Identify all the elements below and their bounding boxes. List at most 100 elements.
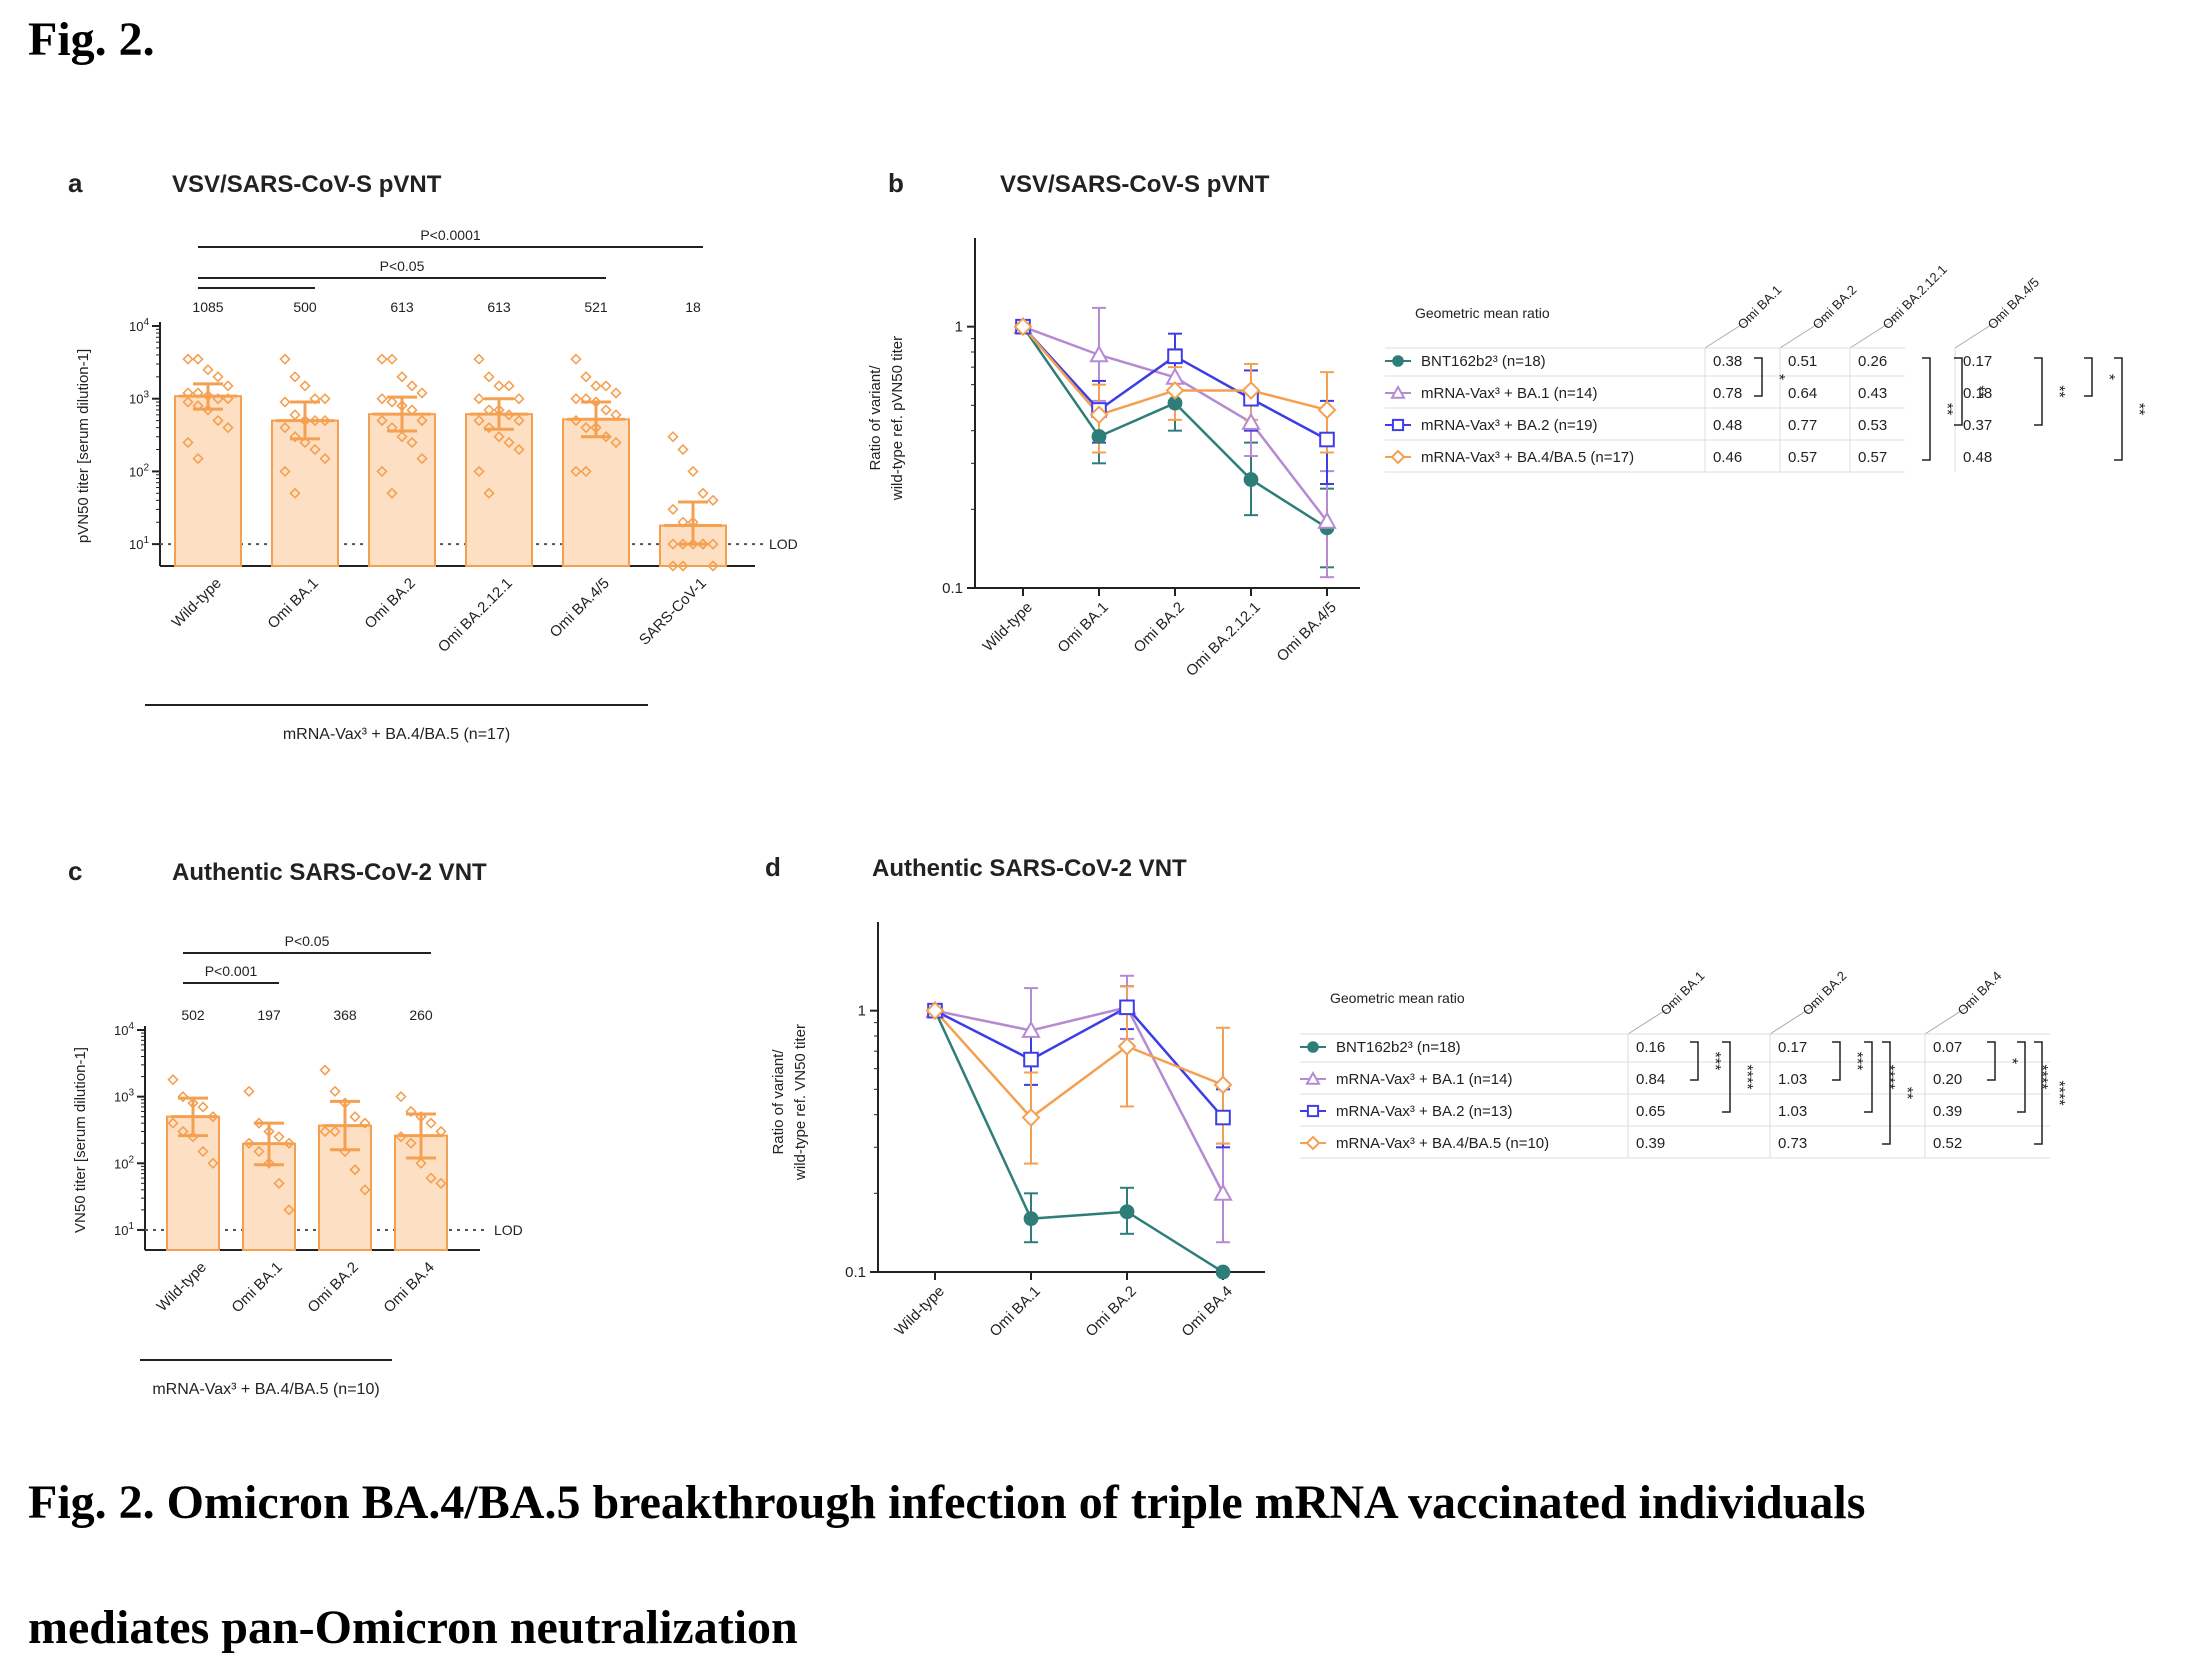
significance-bracket [2034, 357, 2043, 426]
table-cell: 1.03 [1778, 1103, 1807, 1120]
data-point [339, 1145, 351, 1158]
bar [562, 418, 630, 567]
data-point [243, 1085, 255, 1098]
data-point [435, 1125, 447, 1138]
panel-title: VSV/SARS-CoV-S pVNT [1000, 171, 1270, 198]
data-point [212, 371, 224, 383]
data-point [473, 465, 485, 478]
data-point [202, 390, 214, 402]
table-cell: 0.17 [1963, 353, 1992, 370]
x-tick-label: Wild-type [892, 1283, 948, 1339]
series-marker [1167, 348, 1183, 365]
table-column-header: Omi BA.1 [1735, 282, 1785, 332]
data-point [600, 431, 612, 443]
series-line [933, 1010, 1224, 1274]
series-marker [1023, 1211, 1039, 1227]
data-point [177, 1091, 189, 1103]
panel-title: Authentic SARS-CoV-2 VNT [172, 859, 487, 886]
significance-bracket [2017, 1041, 2026, 1113]
x-tick-label: Omi BA.2 [361, 575, 418, 632]
value-label: 502 [181, 1007, 205, 1023]
data-point [192, 353, 204, 365]
data-point [207, 1111, 219, 1123]
data-point [279, 396, 291, 408]
data-point [339, 1097, 351, 1109]
group-label: mRNA-Vax³ + BA.4/BA.5 (n=17) [283, 726, 510, 743]
data-point [329, 1085, 341, 1098]
table-column-header: Omi BA.4 [1955, 968, 2005, 1018]
table-cell: 0.16 [1636, 1039, 1665, 1056]
data-point [425, 1117, 437, 1129]
data-point [376, 353, 388, 365]
data-point [405, 1105, 417, 1118]
significance-bracket [1954, 357, 1963, 426]
data-point [187, 1097, 199, 1109]
data-point [177, 1125, 189, 1138]
data-point [580, 393, 592, 405]
series-marker [1241, 412, 1261, 430]
table-column-header: Omi BA.2 [1810, 282, 1860, 332]
data-point [667, 560, 679, 572]
table-column-header: Omi BA.2.12.1 [1880, 262, 1950, 332]
data-point [319, 1064, 331, 1076]
table-cell: 0.57 [1858, 449, 1887, 466]
table-column-header: Omi BA.1 [1658, 968, 1708, 1018]
y-axis-label: Ratio of variant/ [867, 365, 884, 471]
data-point [299, 436, 311, 449]
table-cell: 0.52 [1933, 1135, 1962, 1152]
table-cell: 0.46 [1713, 449, 1742, 466]
data-point [319, 1125, 331, 1138]
table-cell: 0.78 [1713, 385, 1742, 402]
data-point [415, 1157, 427, 1169]
series-marker [1119, 1204, 1135, 1220]
data-point [590, 380, 602, 392]
data-point [396, 431, 408, 443]
series-marker [1089, 344, 1109, 363]
significance-stars: ** [1938, 403, 1955, 415]
series-marker [1390, 449, 1406, 465]
series-marker [1305, 1070, 1321, 1085]
series-marker [925, 1001, 945, 1021]
data-point [493, 380, 505, 392]
data-point [192, 400, 204, 412]
x-tick-label: Omi BA.1 [228, 1259, 285, 1316]
data-point [329, 1125, 341, 1138]
data-point [415, 1111, 427, 1123]
data-point [187, 1131, 199, 1143]
data-point [299, 380, 311, 392]
series-marker [1215, 1264, 1231, 1280]
series-marker [1013, 317, 1033, 337]
data-point [473, 393, 485, 405]
value-label: 260 [409, 1007, 433, 1023]
data-point [677, 516, 689, 528]
data-point [222, 393, 234, 405]
series-marker [1241, 381, 1261, 400]
data-point [416, 414, 428, 427]
table-column-divider [1779, 315, 1831, 349]
significance-bracket [2084, 357, 2093, 397]
series-marker [1117, 1036, 1137, 1056]
y-tick-label: 104 [114, 1021, 134, 1038]
x-tick-label: Omi BA.2.12.1 [435, 575, 516, 656]
data-point [707, 538, 719, 550]
data-point [590, 422, 602, 434]
value-label: 1085 [192, 299, 223, 315]
data-point [253, 1117, 265, 1129]
data-point [600, 404, 612, 416]
data-point [222, 422, 234, 434]
series-marker [1306, 1104, 1320, 1118]
y-tick-label: 0.1 [942, 580, 963, 597]
data-point [376, 414, 388, 427]
x-tick-label: Omi BA.4 [380, 1259, 437, 1316]
series-marker [1392, 355, 1404, 367]
data-point [503, 409, 515, 421]
data-point [405, 1137, 417, 1149]
significance-bracket [2034, 1041, 2043, 1145]
lod-label: LOD [769, 536, 798, 552]
series-line [934, 1009, 1224, 1120]
data-point [386, 396, 398, 408]
y-tick-label: 101 [114, 1221, 134, 1238]
data-point [319, 452, 331, 465]
data-point [376, 465, 388, 478]
table-cell: 0.37 [1963, 417, 1992, 434]
